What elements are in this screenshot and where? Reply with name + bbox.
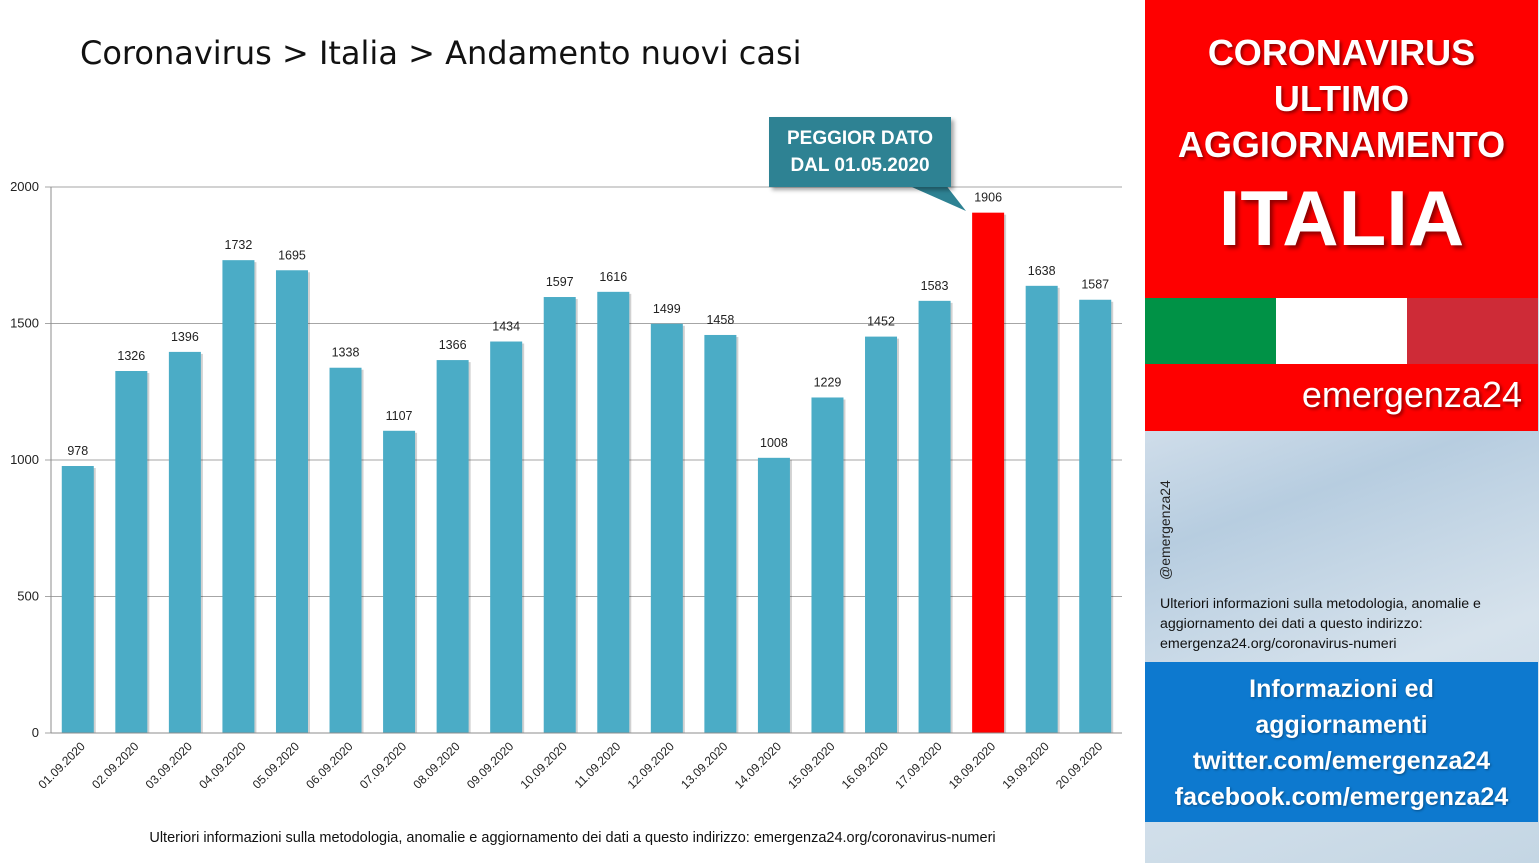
header-line-coronavirus: CORONAVIRUS xyxy=(1207,32,1476,73)
flag-red-stripe xyxy=(1407,298,1538,364)
bar xyxy=(1079,299,1112,733)
bar-value-label: 1434 xyxy=(492,320,520,334)
bar-value-label: 1326 xyxy=(117,349,145,363)
bar xyxy=(650,323,683,733)
bar-value-label: 978 xyxy=(67,444,88,458)
header-line-italia: ITALIA xyxy=(1218,174,1465,262)
bar xyxy=(383,430,416,733)
bar-value-label: 1008 xyxy=(760,436,788,450)
chart-title: Coronavirus > Italia > Andamento nuovi c… xyxy=(80,34,802,72)
bar xyxy=(275,270,308,733)
bar-value-label: 1616 xyxy=(599,270,627,284)
bar-value-label: 1458 xyxy=(706,313,734,327)
italian-flag xyxy=(1145,298,1538,364)
bar xyxy=(972,212,1005,734)
bar-value-label: 1638 xyxy=(1028,264,1056,278)
bar-value-label: 1452 xyxy=(867,315,895,329)
brand-bar: emergenza24 xyxy=(1145,364,1538,431)
flag-green-stripe xyxy=(1145,298,1276,364)
bar-value-label: 1906 xyxy=(974,191,1002,205)
bar-value-label: 1583 xyxy=(921,279,949,293)
header-line-ultimo: ULTIMO xyxy=(1273,78,1410,119)
bar xyxy=(61,466,94,733)
methodology-note: Ulteriori informazioni sulla metodologia… xyxy=(1160,596,1481,652)
sidebar: CORONAVIRUS ULTIMO AGGIORNAMENTO ITALIA … xyxy=(1145,0,1539,863)
bar xyxy=(704,334,737,733)
bar xyxy=(757,457,790,733)
bar-value-label: 1587 xyxy=(1081,278,1109,292)
social-handle: @emergenza24 xyxy=(1157,480,1173,580)
worst-data-callout: PEGGIOR DATO DAL 01.05.2020 xyxy=(769,117,951,187)
y-tick-label: 1500 xyxy=(10,316,39,331)
header-line-aggiornamento: AGGIORNAMENTO xyxy=(1177,124,1506,165)
bar xyxy=(918,300,951,733)
bar-value-label: 1366 xyxy=(439,338,467,352)
update-header-panel: CORONAVIRUS ULTIMO AGGIORNAMENTO ITALIA xyxy=(1145,0,1538,298)
bar xyxy=(543,297,576,733)
bar-chart: 050010001500200097801.09.2020132602.09.2… xyxy=(10,179,1122,792)
chart-area: Coronavirus > Italia > Andamento nuovi c… xyxy=(10,34,1122,846)
info-panel: Informazioni ed aggiornamenti twitter.co… xyxy=(1145,662,1538,822)
bar-value-label: 1338 xyxy=(332,346,360,360)
callout-pointer xyxy=(905,184,966,211)
bar-value-label: 1695 xyxy=(278,248,306,262)
bar xyxy=(811,397,844,733)
bar xyxy=(1025,285,1058,733)
bar-value-label: 1597 xyxy=(546,275,574,289)
info-line-1: Informazioni ed xyxy=(1249,675,1434,703)
callout-line-2: DAL 01.05.2020 xyxy=(790,155,930,176)
bar-value-label: 1499 xyxy=(653,302,681,316)
y-tick-label: 1000 xyxy=(10,452,39,467)
twitter-link[interactable]: twitter.com/emergenza24 xyxy=(1192,747,1491,775)
y-tick-label: 2000 xyxy=(10,179,39,194)
bar xyxy=(865,336,898,733)
brand-name: emergenza24 xyxy=(1301,374,1522,415)
callout-line-1: PEGGIOR DATO xyxy=(786,128,934,149)
y-tick-label: 0 xyxy=(32,725,39,740)
bar xyxy=(329,367,362,733)
bar xyxy=(168,351,201,733)
bar xyxy=(490,341,523,733)
bar-value-label: 1107 xyxy=(386,409,413,423)
flag-white-stripe xyxy=(1276,298,1407,364)
facebook-link[interactable]: facebook.com/emergenza24 xyxy=(1174,783,1509,811)
bar xyxy=(115,371,148,733)
bar xyxy=(222,260,255,733)
bar-value-label: 1396 xyxy=(171,330,199,344)
y-tick-label: 500 xyxy=(17,589,39,604)
info-line-2: aggiornamenti xyxy=(1255,711,1428,739)
bar-value-label: 1732 xyxy=(225,238,253,252)
bar xyxy=(597,291,630,733)
methodology-footnote: Ulteriori informazioni sulla metodologia… xyxy=(149,830,996,846)
bar-value-label: 1229 xyxy=(814,375,842,389)
bar xyxy=(436,360,469,733)
